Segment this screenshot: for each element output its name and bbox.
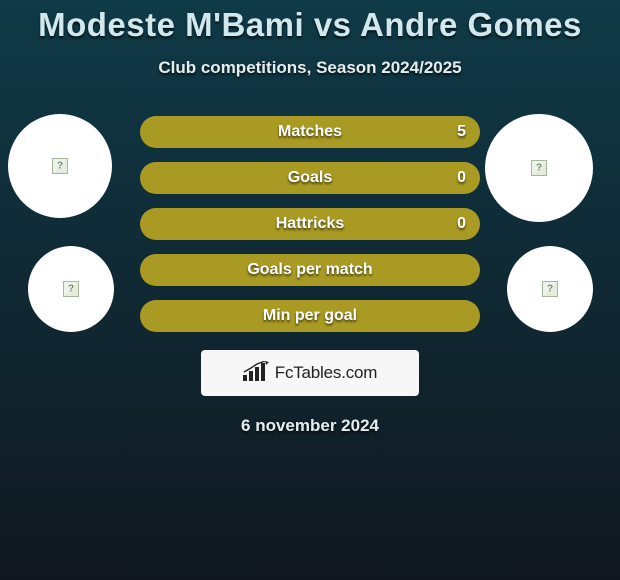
- stat-label: Hattricks: [276, 215, 344, 233]
- stat-right-value: 0: [457, 169, 466, 187]
- content: Modeste M'Bami vs Andre Gomes Club compe…: [0, 0, 620, 436]
- placeholder-icon: [542, 281, 558, 297]
- placeholder-icon: [63, 281, 79, 297]
- placeholder-icon: [52, 158, 68, 174]
- player2-club-circle: [485, 114, 593, 222]
- player2-photo-circle: [507, 246, 593, 332]
- stat-label: Goals per match: [247, 261, 372, 279]
- stat-bar: Goals per match: [140, 254, 480, 286]
- stat-bar: Min per goal: [140, 300, 480, 332]
- player1-club-circle: [8, 114, 112, 218]
- brand-label: FcTables.com: [275, 363, 377, 383]
- stat-bar: Hattricks 0: [140, 208, 480, 240]
- stat-label: Min per goal: [263, 307, 357, 325]
- player1-photo-circle: [28, 246, 114, 332]
- stat-bars: Matches 5 Goals 0 Hattricks 0 Goals per match M…: [140, 114, 480, 332]
- stat-right-value: 5: [457, 123, 466, 141]
- stat-bar: Matches 5: [140, 116, 480, 148]
- date-label: 6 november 2024: [0, 416, 620, 436]
- brand-chart-icon: [243, 361, 269, 386]
- stat-right-value: 0: [457, 215, 466, 233]
- page-title: Modeste M'Bami vs Andre Gomes: [0, 0, 620, 44]
- stat-label: Matches: [278, 123, 342, 141]
- subtitle: Club competitions, Season 2024/2025: [0, 58, 620, 78]
- placeholder-icon: [531, 160, 547, 176]
- brand-badge[interactable]: FcTables.com: [201, 350, 419, 396]
- comparison-panel: Matches 5 Goals 0 Hattricks 0 Goals per match M…: [0, 114, 620, 332]
- stat-bar: Goals 0: [140, 162, 480, 194]
- stat-label: Goals: [288, 169, 332, 187]
